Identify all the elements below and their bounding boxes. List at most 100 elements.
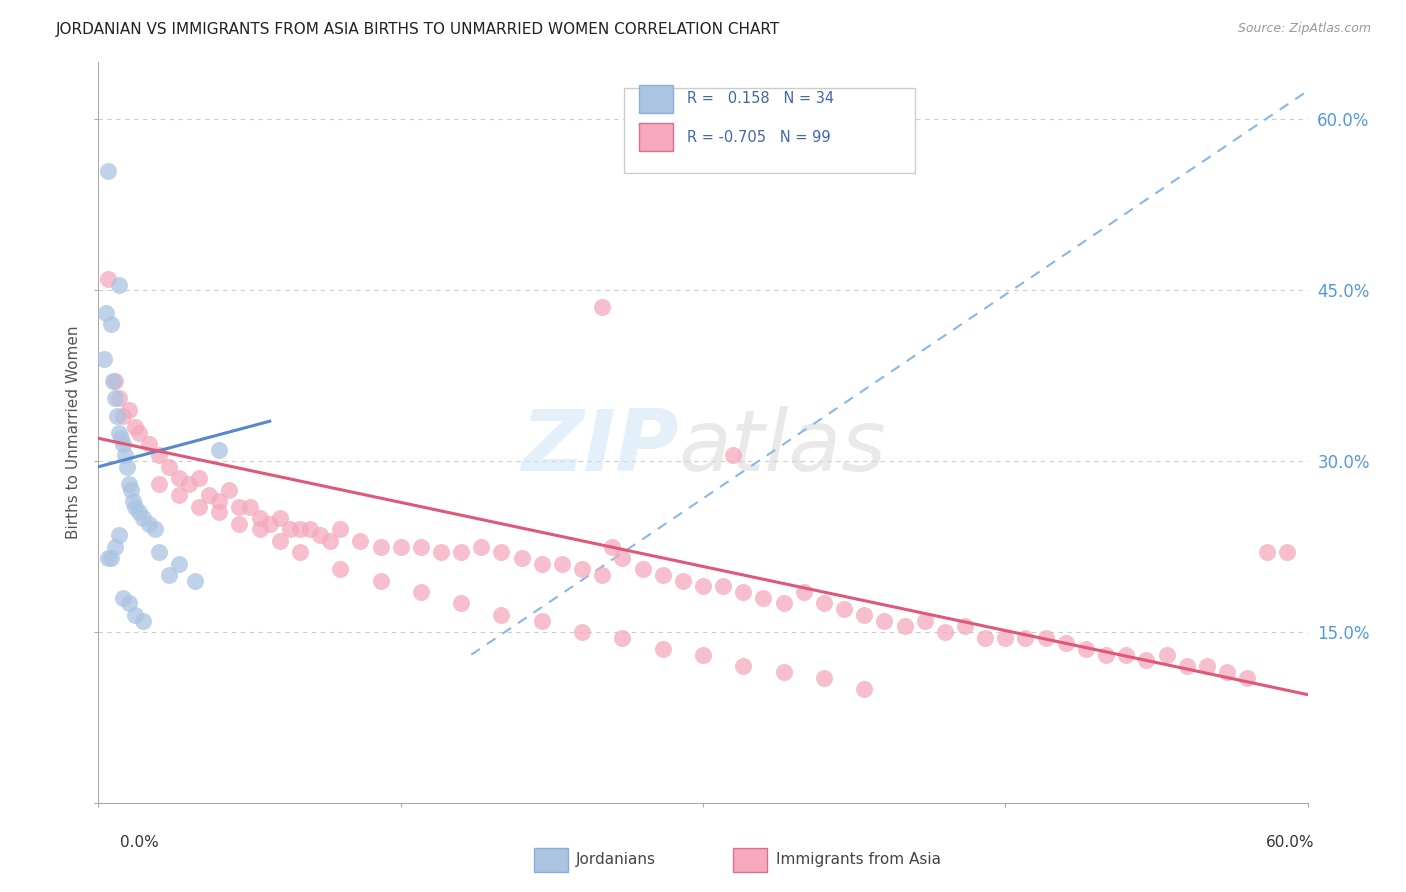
Point <box>530 557 553 571</box>
Point <box>1054 636 1077 650</box>
Point <box>631 562 654 576</box>
Point <box>873 614 896 628</box>
Point <box>1256 545 1278 559</box>
Point <box>1236 671 1258 685</box>
Point <box>167 557 190 571</box>
Point <box>832 602 855 616</box>
Point <box>167 488 190 502</box>
Point <box>228 516 250 531</box>
Point <box>128 505 150 519</box>
Point <box>409 540 432 554</box>
Point <box>100 318 122 332</box>
Point <box>208 494 231 508</box>
Point <box>120 483 142 497</box>
Point <box>853 681 876 696</box>
Point <box>269 533 291 548</box>
Point <box>329 562 352 576</box>
Point <box>278 523 301 537</box>
Point <box>111 409 134 423</box>
Point <box>118 476 141 491</box>
Point <box>157 568 180 582</box>
Point <box>103 540 125 554</box>
Point <box>138 516 160 531</box>
Point <box>124 607 146 622</box>
Point <box>1074 642 1097 657</box>
Point <box>1014 631 1036 645</box>
Point <box>188 471 211 485</box>
Point <box>132 614 155 628</box>
Point <box>1175 659 1198 673</box>
Point <box>148 545 170 559</box>
Point <box>349 533 371 548</box>
Point <box>893 619 915 633</box>
Point <box>93 351 115 366</box>
Text: Jordanians: Jordanians <box>576 853 657 867</box>
Point <box>249 523 271 537</box>
Point <box>711 579 734 593</box>
Point <box>107 392 129 406</box>
Y-axis label: Births to Unmarried Women: Births to Unmarried Women <box>66 326 82 540</box>
Point <box>103 392 125 406</box>
Point <box>132 511 155 525</box>
Point <box>1035 631 1057 645</box>
Point <box>551 557 574 571</box>
Point <box>329 523 352 537</box>
Point <box>723 449 745 463</box>
Point <box>167 471 190 485</box>
Text: 60.0%: 60.0% <box>1267 836 1315 850</box>
Point <box>409 585 432 599</box>
Point <box>692 579 714 593</box>
Point <box>110 431 132 445</box>
Point <box>124 420 146 434</box>
Point <box>97 163 120 178</box>
Point <box>118 597 141 611</box>
Point <box>450 545 472 559</box>
Text: Immigrants from Asia: Immigrants from Asia <box>776 853 941 867</box>
Point <box>1216 665 1239 679</box>
Point <box>124 500 146 514</box>
Point <box>853 607 876 622</box>
Point <box>1135 653 1157 667</box>
Point <box>299 523 322 537</box>
Point <box>111 437 134 451</box>
Point <box>208 505 231 519</box>
Point <box>269 511 291 525</box>
Point <box>752 591 775 605</box>
Point <box>1095 648 1118 662</box>
Point <box>114 449 136 463</box>
Point <box>198 488 221 502</box>
Point <box>591 568 613 582</box>
Point <box>208 442 231 457</box>
Point <box>651 642 673 657</box>
Point <box>793 585 815 599</box>
Point <box>612 631 634 645</box>
FancyBboxPatch shape <box>534 848 568 871</box>
Point <box>128 425 150 440</box>
Point <box>309 528 332 542</box>
Point <box>259 516 281 531</box>
FancyBboxPatch shape <box>638 85 673 112</box>
Point <box>100 550 122 565</box>
Point <box>370 540 392 554</box>
Point <box>491 545 513 559</box>
Point <box>571 562 593 576</box>
Point <box>672 574 695 588</box>
Point <box>228 500 250 514</box>
Point <box>107 528 129 542</box>
Point <box>733 585 755 599</box>
Point <box>319 533 342 548</box>
Point <box>450 597 472 611</box>
Point <box>430 545 453 559</box>
Point <box>772 597 794 611</box>
Point <box>994 631 1017 645</box>
Point <box>733 659 755 673</box>
Point <box>813 671 835 685</box>
Text: R = -0.705   N = 99: R = -0.705 N = 99 <box>688 129 831 145</box>
Point <box>491 607 513 622</box>
Point <box>974 631 997 645</box>
Point <box>249 511 271 525</box>
Point <box>813 597 835 611</box>
Point <box>1156 648 1178 662</box>
Point <box>143 523 166 537</box>
Point <box>470 540 492 554</box>
